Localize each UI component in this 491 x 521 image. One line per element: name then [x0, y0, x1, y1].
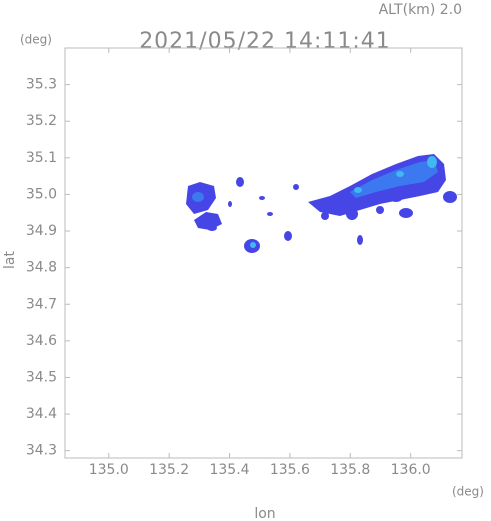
- x-tick-label: 135.4: [209, 462, 249, 478]
- y-tick-label: 35.3: [26, 77, 57, 93]
- echo: [267, 212, 273, 216]
- y-tick-label: 34.7: [26, 296, 57, 312]
- echo: [321, 212, 329, 220]
- y-tick-label: 35.1: [26, 150, 57, 166]
- y-tick-label: 34.5: [26, 369, 57, 385]
- y-tick-label: 34.6: [26, 333, 57, 349]
- x-unit: (deg): [452, 485, 484, 499]
- echo: [376, 206, 384, 214]
- plot-frame: [64, 47, 463, 459]
- x-tick-label: 135.0: [89, 462, 129, 478]
- echo: [236, 177, 244, 187]
- echo: [259, 196, 265, 200]
- echo: [354, 187, 362, 193]
- echo: [427, 156, 437, 168]
- x-tick-label: 136.0: [391, 462, 431, 478]
- x-tick-label: 135.6: [270, 462, 310, 478]
- echo: [389, 192, 403, 202]
- echo: [346, 208, 358, 220]
- x-tick-label: 135.2: [149, 462, 189, 478]
- chart-title: 2021/05/22 14:11:41: [139, 29, 391, 54]
- echo: [293, 184, 299, 190]
- y-tick-label: 34.8: [26, 260, 57, 276]
- echo: [192, 192, 204, 202]
- echo: [396, 171, 404, 177]
- echo: [443, 191, 457, 203]
- x-tick-label: 135.8: [330, 462, 370, 478]
- y-tick-label: 34.4: [26, 406, 57, 422]
- y-tick-label: 34.9: [26, 223, 57, 239]
- echo: [399, 208, 413, 218]
- radar-echoes: [186, 154, 457, 253]
- echo: [194, 212, 222, 230]
- echo: [284, 231, 292, 241]
- y-tick-label: 35.0: [26, 186, 57, 202]
- echo: [207, 225, 217, 231]
- echo: [228, 201, 232, 207]
- y-tick-label: 35.2: [26, 113, 57, 129]
- echo: [350, 160, 438, 198]
- x-axis-label: lon: [254, 506, 275, 521]
- echo: [357, 235, 363, 245]
- y-tick-label: 34.3: [26, 443, 57, 459]
- y-unit: (deg): [20, 33, 52, 47]
- subtitle: ALT(km) 2.0: [379, 2, 462, 18]
- echo: [416, 183, 424, 189]
- y-axis-label: lat: [2, 251, 18, 269]
- echo: [250, 242, 256, 248]
